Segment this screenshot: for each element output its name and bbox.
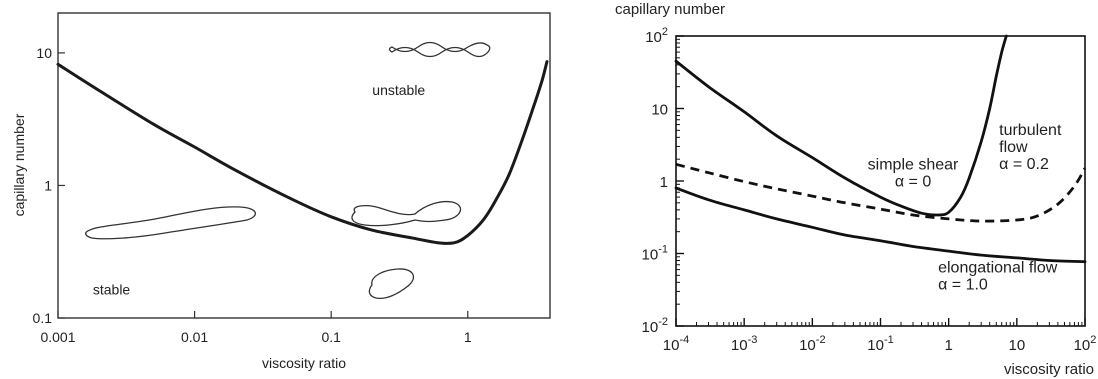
right-y-tick-label: 1 <box>660 174 668 191</box>
right-chart: 10-4 10-3 10-2 10-1 1 10 102 10-2 10-1 1 10 102 cap… <box>615 1 1096 378</box>
left-y-axis-label: capillary number <box>11 113 27 216</box>
right-y-tick-label: 10-2 <box>642 316 668 336</box>
left-y-tick-label: 1 <box>44 177 52 193</box>
left-series <box>56 60 549 245</box>
left-ticks: 0.001 0.01 0.1 1 0.1 1 10 <box>33 45 472 345</box>
breaking-dumbbell-droplet <box>351 200 462 227</box>
left-x-tick-label: 0.001 <box>40 329 75 345</box>
left-annotation: unstable <box>372 82 425 98</box>
left-y-tick-label: 0.1 <box>33 310 53 326</box>
right-annotations: simple shear α = 0 turbulent flow α = 0.2 elo… <box>868 122 1062 293</box>
left-critical-curve <box>56 60 549 245</box>
right-y-tick-label: 102 <box>645 26 668 46</box>
left-x-tick-label: 0.1 <box>321 329 341 345</box>
right-x-tick-label: 10-2 <box>799 334 825 354</box>
right-ticks: 10-4 10-3 10-2 10-1 1 10 102 10-2 10-1 1 10 102 <box>642 26 1097 354</box>
left-plot-frame <box>57 12 551 319</box>
left-x-axis-label: viscosity ratio <box>262 355 346 371</box>
right-y-axis-label: capillary number <box>615 1 725 18</box>
right-annotation: elongational flow α = 1.0 <box>938 259 1058 293</box>
right-annotation: simple shear α = 0 <box>868 156 959 190</box>
right-x-tick-label: 102 <box>1074 334 1097 354</box>
right-turbulent-flow-curve <box>675 162 1087 223</box>
right-x-tick-label: 10-4 <box>663 334 689 354</box>
right-x-tick-label: 10-1 <box>867 334 893 354</box>
left-x-tick-label: 0.01 <box>181 329 208 345</box>
right-elongational-flow-curve <box>674 186 1087 264</box>
right-x-tick-label: 10-3 <box>731 334 757 354</box>
right-y-tick-label: 10 <box>651 102 668 119</box>
left-x-tick-label: 1 <box>464 329 472 345</box>
right-annotation: turbulent flow α = 0.2 <box>999 122 1062 173</box>
left-chart: 0.001 0.01 0.1 1 0.1 1 10 capillary number vis… <box>11 12 551 371</box>
left-annotation: stable <box>93 282 131 298</box>
right-simple-shear-curve <box>674 34 1008 217</box>
right-series <box>674 34 1087 264</box>
right-x-axis-label: viscosity ratio <box>1004 361 1094 378</box>
stable-elongated-droplet <box>85 206 256 240</box>
small-oval-droplet <box>368 268 415 300</box>
right-x-tick-label: 10 <box>1008 337 1025 354</box>
right-y-tick-label: 10-1 <box>642 244 668 264</box>
left-y-tick-label: 10 <box>36 45 52 61</box>
wavy-thread-droplet <box>388 41 491 58</box>
right-x-tick-label: 1 <box>944 337 952 354</box>
left-annotations: unstable stable <box>93 82 426 298</box>
droplet-illustrations <box>85 41 491 300</box>
